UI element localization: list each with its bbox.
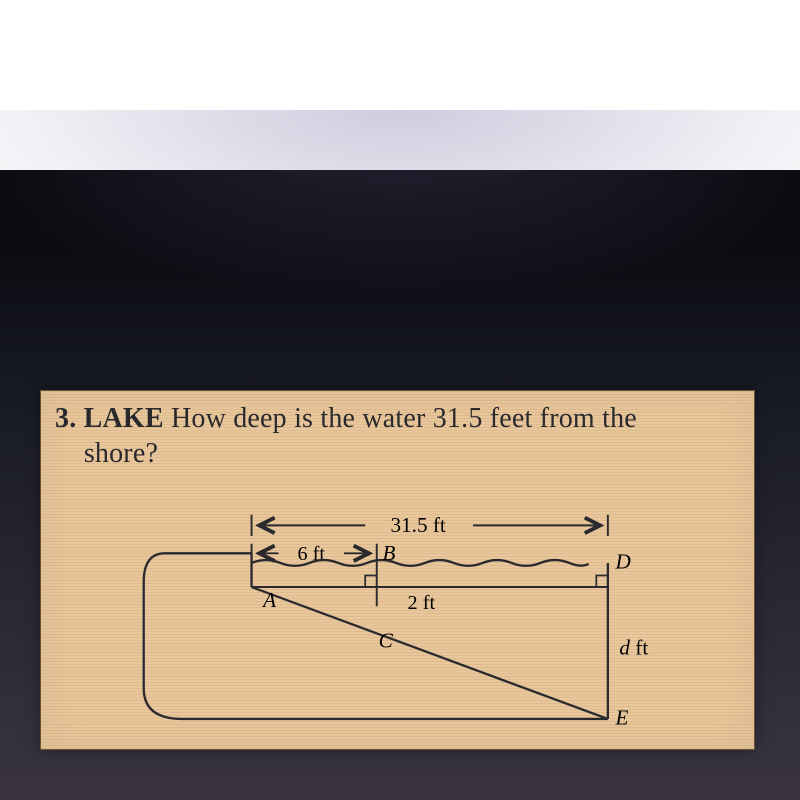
label-B: B [383,541,396,565]
label-C: C [379,629,394,653]
label-bc-depth: 2 ft [408,592,436,614]
lake-diagram: 31.5 ft 6 ft [136,491,656,736]
question-line-2: shore? [84,438,158,469]
page-frame: 3. LAKE How deep is the water 31.5 feet … [0,0,800,800]
label-E: E [615,706,629,730]
problem-text: 3. LAKE How deep is the water 31.5 feet … [41,391,754,471]
lake-outline [144,553,608,719]
label-D: D [615,550,631,574]
diagram-svg: 31.5 ft 6 ft [136,491,656,736]
label-A: A [261,588,276,612]
question-line-1: How deep is the water 31.5 feet from the [171,403,637,434]
problem-card: 3. LAKE How deep is the water 31.5 feet … [40,390,755,750]
problem-number: 3. [55,403,76,434]
label-total-width: 31.5 ft [391,513,446,537]
label-de-depth: d ft [619,635,648,659]
problem-topic: LAKE [84,403,164,434]
right-angle-markers [365,575,608,587]
